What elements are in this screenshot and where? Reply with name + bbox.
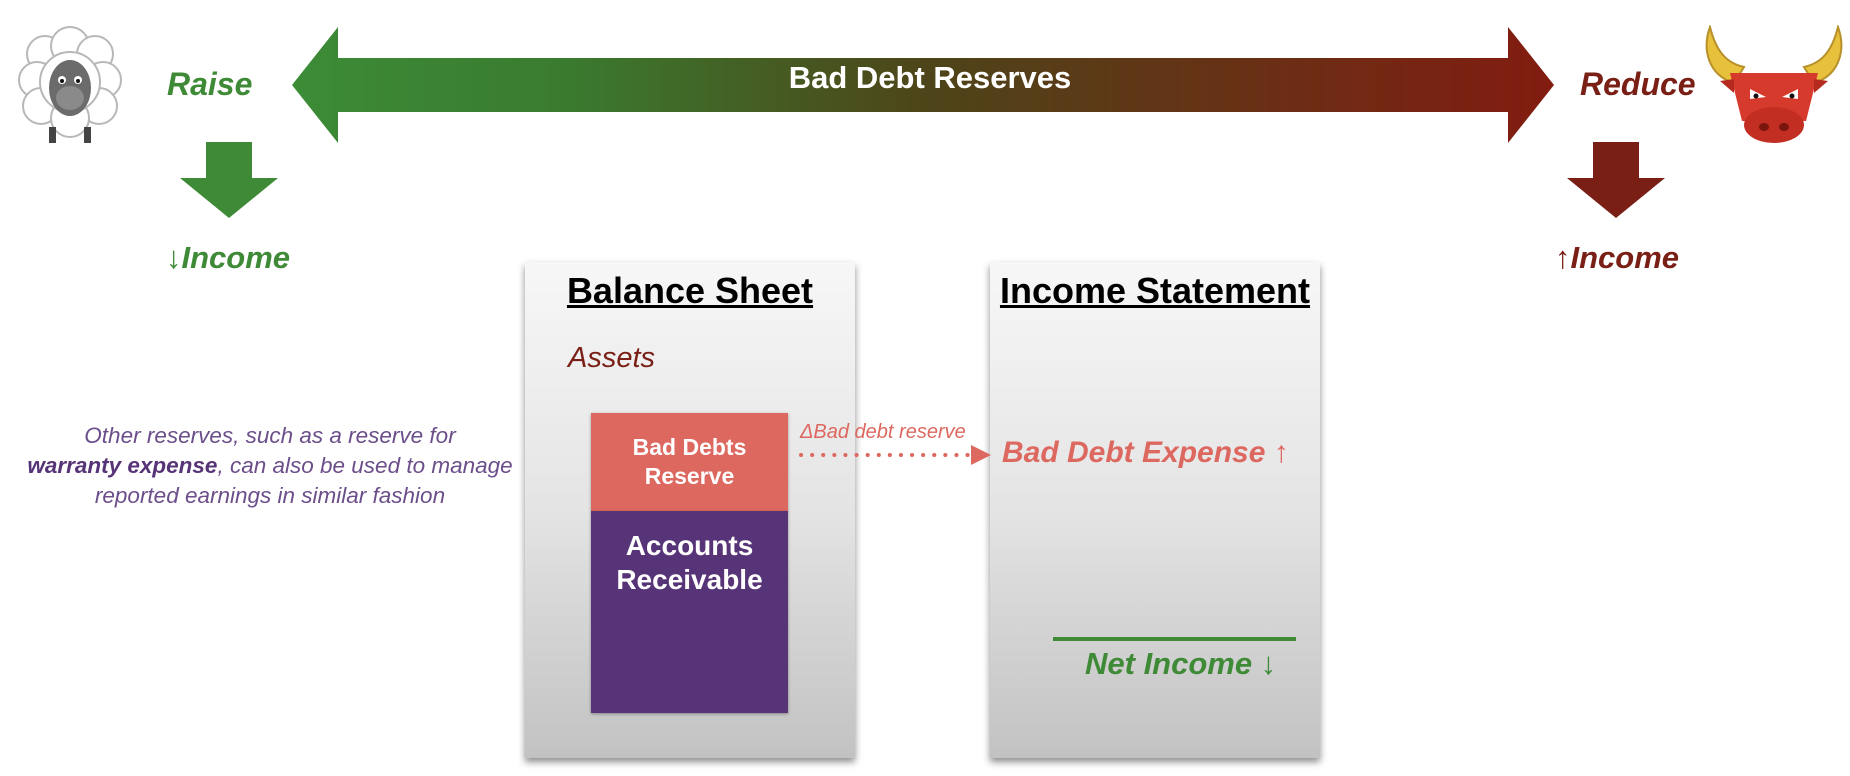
bad-debt-reserves-arrow xyxy=(292,27,1554,143)
assets-label: Assets xyxy=(568,342,656,374)
down-arrow-red-icon xyxy=(1567,142,1665,218)
bull-icon xyxy=(1705,25,1843,143)
note-emphasis: warranty expense xyxy=(27,453,218,478)
income-decrease-label: ↓Income xyxy=(166,240,291,275)
reserves-note: Other reserves, such as a reserve for war… xyxy=(20,421,520,511)
dotted-connector-arrow xyxy=(799,445,991,465)
net-income-rule xyxy=(1053,637,1296,641)
arrow-label: Bad Debt Reserves xyxy=(788,60,1072,95)
down-arrow-green-icon xyxy=(180,142,278,218)
accounts-receivable-box: Accounts Receivable xyxy=(591,511,788,713)
balance-sheet-title: Balance Sheet xyxy=(566,270,814,311)
note-text-start: Other reserves, such as a reserve for xyxy=(84,423,456,448)
bad-debts-reserve-box: Bad Debts Reserve xyxy=(591,413,788,511)
note-text-end: , can also be used to manage reported ea… xyxy=(94,453,513,508)
raise-label: Raise xyxy=(167,66,253,102)
income-statement-panel: Income Statement Bad Debt Expense ↑ Net … xyxy=(990,262,1320,758)
bad-debt-expense-label: Bad Debt Expense ↑ xyxy=(1002,436,1289,469)
bad-debts-reserve-label: Bad Debts Reserve xyxy=(632,434,747,489)
balance-sheet-panel: Balance Sheet Assets Bad Debts Reserve A… xyxy=(525,262,855,758)
delta-bad-debt-reserve-label: ΔBad debt reserve xyxy=(800,421,966,443)
income-increase-label: ↑Income xyxy=(1555,240,1680,275)
accounts-receivable-label: Accounts Receivable xyxy=(616,530,763,595)
reduce-label: Reduce xyxy=(1580,66,1696,102)
sheep-icon xyxy=(18,26,122,143)
net-income-label: Net Income ↓ xyxy=(1085,646,1277,681)
income-statement-title: Income Statement xyxy=(999,270,1311,311)
